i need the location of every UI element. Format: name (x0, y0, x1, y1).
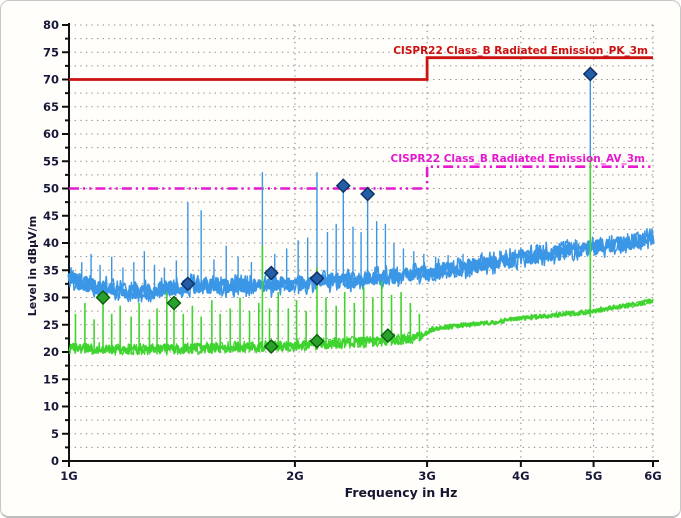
x-tick-label: 4G (512, 469, 529, 483)
diamond-marker (166, 295, 182, 311)
y-tick-label: 20 (43, 345, 59, 359)
x-axis-title: Frequency in Hz (344, 485, 458, 500)
y-tick-label: 45 (43, 209, 59, 223)
x-tick-label: 5G (585, 469, 602, 483)
average-trace (68, 155, 654, 356)
tick-labels: 0 5 10 15 20 25 30 35 40 45 50 55 60 65 70 75 80 1G 2G 3G 4G… (43, 18, 662, 483)
y-tick-label: 60 (43, 127, 59, 141)
diamond-marker (263, 339, 279, 355)
pk-limit-line (69, 56, 653, 81)
x-tick-label: 6G (644, 469, 661, 483)
y-tick-label: 10 (43, 400, 59, 414)
y-tick-label: 70 (43, 73, 59, 87)
diamond-marker (380, 328, 396, 344)
y-tick-label: 40 (43, 236, 59, 250)
diamond-marker (360, 186, 376, 202)
diamond-marker (263, 265, 279, 281)
peak-trace-markers (180, 66, 598, 292)
average-trace-markers (95, 290, 396, 355)
y-tick-label: 80 (43, 18, 59, 32)
y-tick-label: 50 (43, 182, 59, 196)
diamond-marker (95, 290, 111, 305)
average-trace-spikes (74, 155, 592, 355)
y-axis-title: Level in dBµV/m (26, 215, 39, 317)
x-tick-label: 3G (418, 469, 435, 483)
diamond-marker (309, 333, 325, 349)
y-tick-label: 30 (43, 291, 59, 305)
y-tick-label: 25 (43, 318, 59, 332)
x-tick-label: 2G (286, 469, 303, 483)
y-tick-label: 5 (51, 427, 59, 441)
diamond-marker (582, 66, 598, 82)
pk-limit-label: CISPR22 Class_B Radiated Emission_PK_3m (393, 45, 648, 57)
diamond-marker (309, 270, 325, 286)
axes (62, 23, 659, 467)
y-tick-label: 75 (43, 45, 59, 59)
av-limit-line (69, 165, 653, 190)
y-tick-label: 15 (43, 372, 59, 386)
x-tick-label: 1G (60, 469, 77, 483)
y-tick-label: 65 (43, 100, 59, 114)
peak-trace-spikes (81, 76, 646, 297)
y-tick-label: 35 (43, 263, 59, 277)
av-limit-label: CISPR22 Class_B Radiated Emission_AV_3m (390, 153, 646, 165)
diamond-marker (180, 276, 196, 292)
diamond-marker (335, 178, 351, 194)
y-tick-label: 0 (51, 454, 59, 468)
y-tick-label: 55 (43, 154, 59, 168)
